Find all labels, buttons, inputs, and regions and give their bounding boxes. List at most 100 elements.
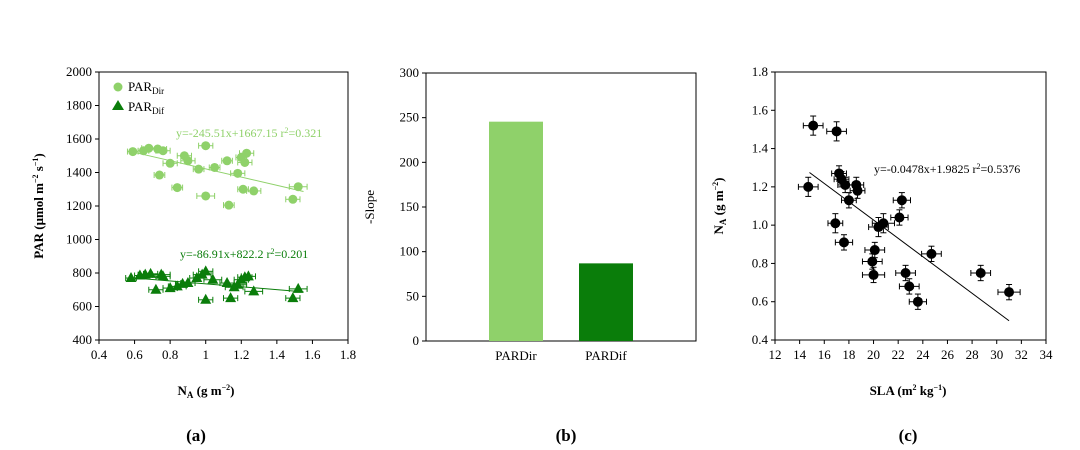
y-axis-label-a-end: ) <box>31 153 46 157</box>
data-point-dif <box>232 278 244 289</box>
data-point-dif <box>287 292 299 303</box>
data-point-c <box>912 296 923 307</box>
data-point-dif <box>242 270 254 281</box>
data-point-c <box>868 269 879 280</box>
equation-c: y=-0.0478x+1.9825 r <box>874 162 977 176</box>
y-axis-label-c-sup: −2 <box>711 182 720 191</box>
y-tick-label-c: 1.8 <box>752 64 768 79</box>
y-axis-label-c: N <box>711 224 726 234</box>
data-point-dir <box>293 182 303 192</box>
data-point-dir <box>144 143 154 153</box>
data-point-c <box>830 218 841 229</box>
y-tick-label-b: 0 <box>413 333 420 348</box>
x-axis-label-c-sup1: 2 <box>913 383 917 392</box>
y-axis-label-a: PAR (μmol m <box>31 183 46 259</box>
x-category-label-PARDir: PARDir <box>495 348 537 363</box>
trend-line-c <box>809 172 1010 322</box>
data-point-dir <box>165 158 175 168</box>
data-point-dif <box>182 277 194 288</box>
x-tick-label-a: 1.6 <box>304 347 321 362</box>
data-point-dif <box>292 282 304 293</box>
data-point-c <box>808 120 819 131</box>
data-point-dir <box>128 147 138 157</box>
x-tick-label-c: 24 <box>916 347 930 362</box>
data-point-dif <box>225 292 237 303</box>
data-point-dif <box>171 280 183 291</box>
data-point-c <box>838 237 849 248</box>
data-point-c <box>900 268 911 278</box>
legend-label-dif-sub: Dif <box>152 106 164 116</box>
legend-marker-dir <box>113 82 123 92</box>
y-tick-label-b: 300 <box>400 65 420 80</box>
legend-label-dir: PAR <box>128 79 152 94</box>
data-point-c <box>896 195 907 206</box>
y-axis-label-a-mid: s <box>31 166 46 174</box>
trend-line-dir <box>134 151 304 192</box>
x-tick-label-a: 1.2 <box>233 347 249 362</box>
x-tick-label-c: 30 <box>990 347 1003 362</box>
y-tick-label-a: 1000 <box>66 232 92 247</box>
panel-b: 0 50 100 150 200 250 300 PARDir PARDif -Slope (… <box>362 65 697 445</box>
y-tick-label-a: 1600 <box>66 131 92 146</box>
legend-a: PARDir PARDif <box>112 79 164 116</box>
x-tick-label-c: 18 <box>842 347 855 362</box>
y-tick-label-c: 0.8 <box>752 255 768 270</box>
y-tick-label-b: 100 <box>400 244 420 259</box>
equation-dif-r2: =0.201 <box>275 247 309 261</box>
svg-text:y=-245.51x+1667.15 r2=0.321: y=-245.51x+1667.15 r2=0.321 <box>176 126 322 140</box>
caption-a: (a) <box>186 426 206 445</box>
y-tick-label-c: 1.4 <box>752 141 769 156</box>
svg-text:PARDif: PARDif <box>128 99 164 116</box>
data-point-dir <box>249 186 259 196</box>
data-point-dir <box>238 184 248 194</box>
y-tick-label-a: 800 <box>73 265 93 280</box>
equation-dir-r2: =0.321 <box>289 126 323 140</box>
y-tick-label-a: 600 <box>73 299 93 314</box>
x-axis-label-a-end: ) <box>230 383 234 398</box>
x-axis-label-c: SLA (m <box>870 383 913 398</box>
plot-frame-b <box>425 72 697 342</box>
data-point-c <box>831 126 842 137</box>
y-axis-label-c-sub: A <box>718 218 728 225</box>
data-point-c <box>840 179 851 190</box>
data-point-dif <box>150 283 162 294</box>
bar-PARDir <box>489 121 543 341</box>
data-point-dif <box>248 285 260 296</box>
data-point-dif <box>221 277 233 288</box>
x-axis-label-c-sup2: −1 <box>934 383 943 392</box>
y-tick-label-a: 2000 <box>66 64 92 79</box>
x-axis-label-c-mid: kg <box>917 383 934 398</box>
y-tick-label-c: 1.0 <box>752 217 768 232</box>
equation-dif: y=-86.91x+822.2 r <box>180 247 271 261</box>
x-tick-label-a: 1.4 <box>269 347 286 362</box>
equation-dif-r2-sup: 2 <box>271 247 275 256</box>
data-point-dif <box>191 272 203 283</box>
y-tick-label-b: 250 <box>400 110 420 125</box>
svg-text:y=-86.91x+822.2 r2=0.201: y=-86.91x+822.2 r2=0.201 <box>180 247 308 261</box>
equation-c-r2: =0.5376 <box>981 162 1021 176</box>
x-tick-label-c: 12 <box>769 347 782 362</box>
data-point-c <box>1004 287 1015 298</box>
y-axis-label-a-sup1: −2 <box>31 174 40 183</box>
data-point-dif <box>125 272 137 283</box>
data-point-c <box>894 212 905 223</box>
x-tick-label-c: 22 <box>892 347 905 362</box>
y-tick-label-b: 150 <box>400 199 420 214</box>
data-point-dir <box>242 148 252 158</box>
legend-label-dir-sub: Dir <box>152 86 164 96</box>
x-axis-label-a-rest: (g m <box>193 383 221 398</box>
svg-text:PARDir: PARDir <box>128 79 164 96</box>
data-point-c <box>975 268 986 278</box>
data-point-dir <box>158 146 168 156</box>
data-point-dir <box>201 191 211 201</box>
x-tick-label-c: 28 <box>966 347 979 362</box>
equation-dir: y=-245.51x+1667.15 r <box>176 126 285 140</box>
x-tick-label-a: 0.8 <box>162 347 178 362</box>
legend-marker-dif <box>112 100 124 110</box>
panel-c: 0.40.60.81.01.21.41.61.8 12 14 16 18 20 22 24 2… <box>711 64 1053 445</box>
x-axis-label-a-sup: −2 <box>222 383 231 392</box>
data-point-dir <box>194 164 204 174</box>
data-point-dif <box>200 265 212 276</box>
y-tick-label-c: 0.6 <box>752 294 769 309</box>
x-tick-label-a: 0.6 <box>126 347 143 362</box>
